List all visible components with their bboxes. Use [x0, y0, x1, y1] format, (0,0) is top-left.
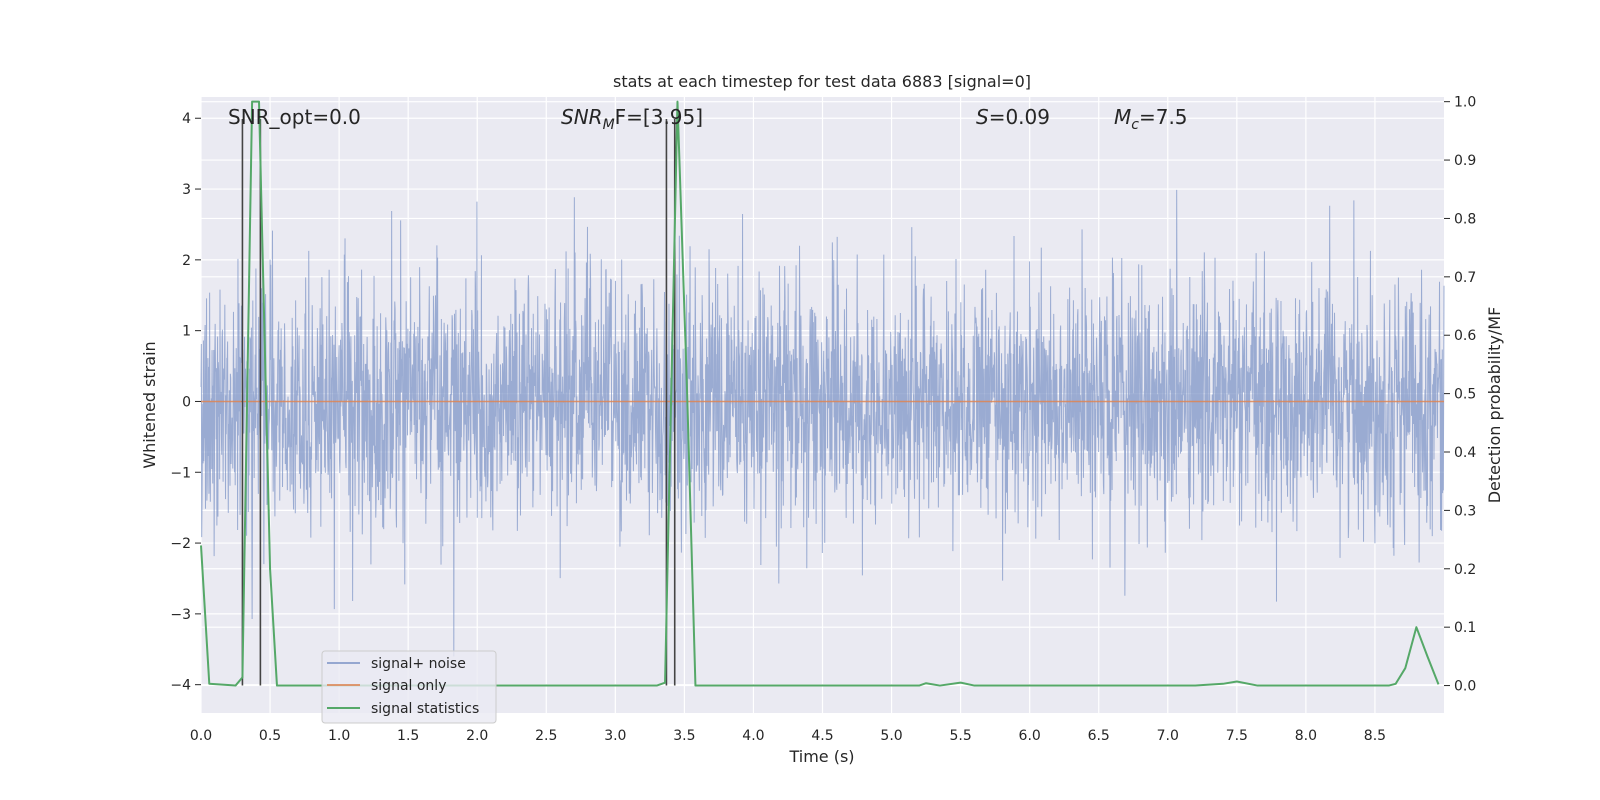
y-tick-label-right: 0.5: [1454, 387, 1476, 403]
y-tick-label-left: 4: [182, 111, 191, 127]
annotation-s: S=0.09: [976, 105, 1050, 129]
legend-label-stats: signal statistics: [371, 701, 479, 717]
annotation-s-value: =0.09: [989, 105, 1050, 129]
ticks: 0.0 0.5 1.0 1.5 2.0 2.5 3.0 3.5 4.0 4.5 5.0 5.5 6.0 6…: [170, 95, 1476, 744]
x-tick-label: 0.5: [259, 728, 281, 744]
x-tick-label: 5.5: [949, 728, 971, 744]
legend-label-noise: signal+ noise: [371, 656, 466, 672]
x-tick-label: 5.0: [880, 728, 902, 744]
y-tick-label-left: 0: [182, 394, 191, 410]
noise-series: [200, 189, 1445, 657]
annotation-mc-sub: c: [1131, 117, 1139, 133]
annotation-snr-mf-main: SNR: [561, 105, 603, 129]
x-tick-label: 0.0: [190, 728, 212, 744]
y-axis-label-right: Detection probability/MF: [1485, 307, 1504, 504]
signal-statistics-series: [200, 100, 1440, 687]
annotation-s-symbol: S: [976, 105, 989, 129]
legend: signal+ noise signal only signal statist…: [321, 650, 497, 724]
y-tick-label-right: 0.0: [1454, 679, 1476, 695]
x-tick-label: 6.5: [1088, 728, 1110, 744]
y-tick-label-right: 0.1: [1454, 620, 1476, 636]
noise-line: [200, 189, 1445, 657]
x-tick-label: 1.5: [397, 728, 419, 744]
y-tick-label-left: −2: [170, 536, 191, 552]
annotation-snr-mf: SNRMF=[3.95]: [561, 105, 703, 133]
y-tick-label-right: 0.3: [1454, 503, 1476, 519]
x-tick-label: 3.5: [673, 728, 695, 744]
y-tick-label-left: 2: [182, 253, 191, 269]
x-tick-label: 8.0: [1295, 728, 1317, 744]
y-tick-label-right: 0.7: [1454, 270, 1476, 286]
x-tick-label: 4.0: [742, 728, 764, 744]
y-tick-label-right: 0.2: [1454, 562, 1476, 578]
y-tick-label-right: 0.9: [1454, 153, 1476, 169]
x-tick-label: 6.0: [1019, 728, 1041, 744]
x-tick-label: 7.0: [1157, 728, 1179, 744]
x-axis-label: Time (s): [788, 747, 854, 766]
y-axis-label-left: Whitened strain: [140, 341, 159, 468]
y-tick-label-left: 1: [182, 324, 191, 340]
x-tick-label: 1.0: [328, 728, 350, 744]
y-tick-label-right: 0.6: [1454, 328, 1476, 344]
legend-box: [321, 650, 497, 724]
annotation-snr-mf-rest: F=[3.95]: [615, 105, 703, 129]
annotation-mc-value: =7.5: [1139, 105, 1188, 129]
x-tick-label: 8.5: [1364, 728, 1386, 744]
x-tick-label: 3.0: [604, 728, 626, 744]
x-tick-label: 7.5: [1226, 728, 1248, 744]
annotation-snr-opt: SNR_opt=0.0: [228, 105, 361, 129]
y-tick-label-left: −3: [170, 607, 191, 623]
y-tick-label-right: 0.8: [1454, 211, 1476, 227]
y-tick-label-left: 3: [182, 182, 191, 198]
y-tick-label-right: 1.0: [1454, 95, 1476, 111]
chart-title: stats at each timestep for test data 688…: [613, 72, 1031, 91]
annotation-snr-mf-sub: M: [603, 117, 615, 133]
x-tick-label: 2.5: [535, 728, 557, 744]
annotation-mc-symbol: M: [1114, 105, 1131, 129]
y-tick-label-right: 0.4: [1454, 445, 1476, 461]
x-tick-label: 4.5: [811, 728, 833, 744]
legend-label-signal: signal only: [371, 678, 446, 694]
y-tick-label-left: −1: [170, 465, 191, 481]
y-tick-label-left: −4: [170, 678, 191, 694]
x-tick-label: 2.0: [466, 728, 488, 744]
annotation-mc: Mc=7.5: [1114, 105, 1188, 133]
signal-statistics-line: [200, 100, 1440, 687]
